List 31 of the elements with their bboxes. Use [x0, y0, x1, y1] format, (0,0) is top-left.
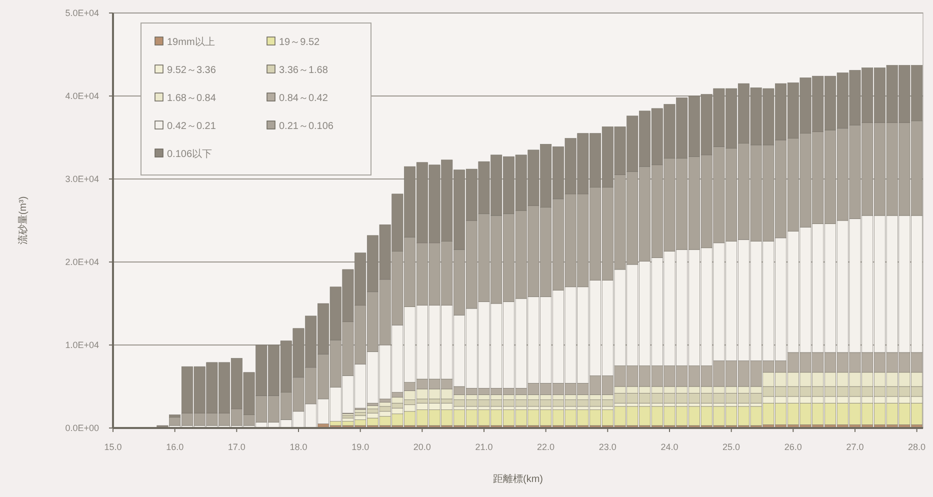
- y-axis-title: 流砂量(m³): [17, 196, 29, 245]
- x-tick-label: 15.0: [104, 442, 122, 452]
- legend-label: 3.36～1.68: [279, 65, 328, 76]
- legend-label: 9.52～3.36: [167, 65, 216, 76]
- x-tick-label: 21.0: [475, 442, 493, 452]
- legend-label: 1.68～0.84: [167, 93, 216, 104]
- x-tick-label: 25.0: [722, 442, 740, 452]
- legend-label: 0.84～0.42: [279, 93, 328, 104]
- x-tick-label: 20.0: [413, 442, 431, 452]
- legend-label: 0.106以下: [167, 148, 212, 160]
- x-tick-label: 28.0: [908, 442, 926, 452]
- x-tick-label: 22.0: [537, 442, 555, 452]
- x-tick-label: 23.0: [598, 442, 616, 452]
- y-tick-label: 3.0E+04: [65, 174, 99, 184]
- y-tick-label: 5.0E+04: [65, 8, 99, 18]
- x-tick-label: 16.0: [166, 442, 184, 452]
- legend-label: 19～9.52: [279, 37, 320, 48]
- y-tick-label: 0.0E+00: [65, 423, 99, 433]
- x-tick-label: 26.0: [784, 442, 802, 452]
- legend-label: 0.42～0.21: [167, 121, 216, 132]
- legend-label: 0.21～0.106: [279, 121, 334, 132]
- y-tick-label: 4.0E+04: [65, 91, 99, 101]
- x-tick-label: 18.0: [290, 442, 308, 452]
- x-tick-label: 24.0: [660, 442, 678, 452]
- x-tick-label: 17.0: [228, 442, 246, 452]
- legend-label: 19mm以上: [167, 36, 215, 48]
- x-tick-label: 27.0: [846, 442, 864, 452]
- x-axis-title: 距離標(km): [493, 473, 543, 485]
- y-tick-label: 1.0E+04: [65, 340, 99, 350]
- x-tick-label: 19.0: [352, 442, 370, 452]
- y-tick-label: 2.0E+04: [65, 257, 99, 267]
